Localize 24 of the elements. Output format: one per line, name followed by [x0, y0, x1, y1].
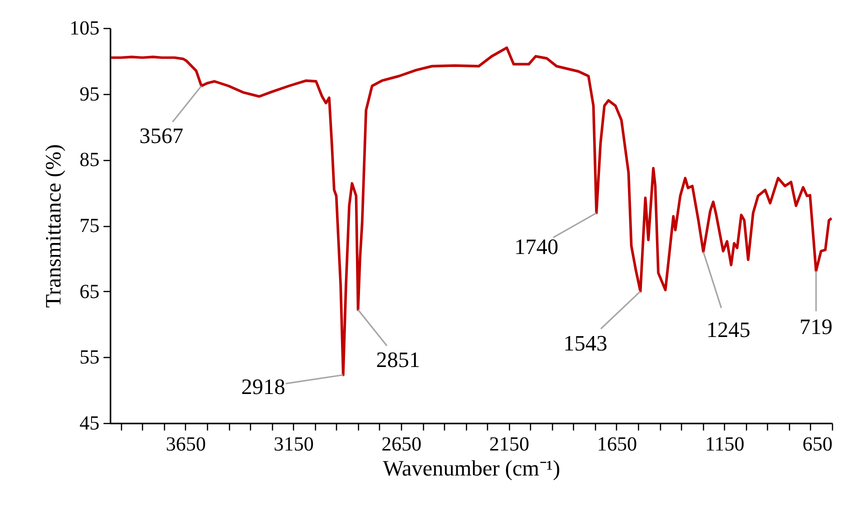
x-tick-label: 1150: [705, 434, 744, 456]
annotation: 1543: [563, 330, 608, 356]
y-tick-label: 105: [70, 18, 100, 40]
x-tick-label: 3150: [274, 434, 314, 456]
y-tick-label: 75: [80, 215, 100, 237]
y-axis-title: Transmittance (%): [40, 144, 66, 308]
x-tick-label: 2150: [489, 434, 530, 456]
x-axis-title: Wavenumber (cm⁻¹): [382, 456, 560, 480]
line-series: [110, 46, 832, 376]
x-tick-label: 2650: [381, 434, 422, 456]
annotation: 2918: [241, 374, 286, 399]
annotation: 1245: [706, 316, 750, 342]
annotation: 2851: [376, 346, 420, 372]
y-tick-label: 55: [80, 346, 100, 369]
x-tick-label: 1650: [596, 434, 637, 456]
y-tick-label: 85: [80, 149, 100, 172]
y-tick-label: 45: [80, 412, 100, 434]
y-tick-label: 65: [80, 280, 100, 303]
annotation: 719: [800, 314, 833, 339]
annotation: 1740: [514, 234, 558, 259]
y-tick-label: 95: [80, 83, 100, 106]
x-tick-label: 650: [802, 434, 832, 456]
x-tick-label: 3650: [166, 434, 206, 456]
annotation: 3567: [139, 122, 184, 148]
